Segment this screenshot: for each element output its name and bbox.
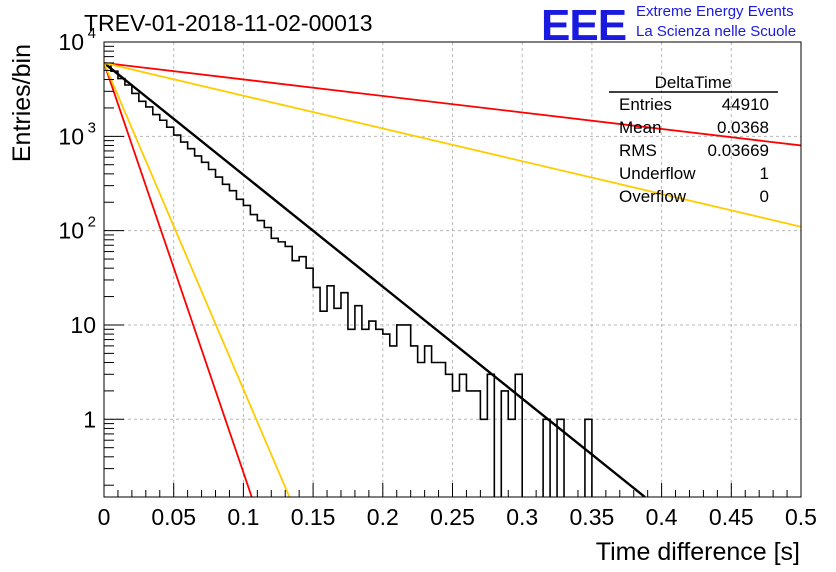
y-tick-label: 10	[70, 312, 96, 338]
y-tick-label: 1	[83, 406, 96, 432]
stats-box: DeltaTime Entries 44910 Mean 0.0368 RMS 0.036…	[609, 73, 778, 206]
plot-title: TREV-01-2018-11-02-00013	[84, 10, 373, 36]
x-tick-label: 0.35	[570, 504, 615, 530]
x-tick-label: 0	[98, 504, 111, 530]
series-line-2	[104, 62, 801, 228]
y-tick-label: 10	[58, 218, 84, 244]
y-tick-label: 10	[58, 29, 84, 55]
stats-label: Entries	[619, 95, 672, 114]
histogram-outline	[104, 63, 593, 497]
stats-value: 0	[760, 187, 769, 206]
logo-mark: EEE	[541, 1, 627, 50]
y-tick-exponent: 3	[88, 119, 96, 136]
stats-title: DeltaTime	[655, 73, 732, 92]
stats-label: Mean	[619, 118, 662, 137]
x-tick-label: 0.05	[151, 504, 196, 530]
y-axis-label: Entries/bin	[8, 44, 36, 162]
x-tick-label: 0.2	[367, 504, 399, 530]
stats-value: 44910	[722, 95, 769, 114]
logo-line-2: La Scienza nelle Scuole	[636, 23, 797, 40]
stats-label: Overflow	[619, 187, 687, 206]
x-tick-label: 0.25	[430, 504, 475, 530]
plot-area	[104, 61, 801, 497]
eee-logo: EEE	[541, 1, 627, 50]
x-tick-label: 0.5	[785, 504, 817, 530]
axes: 0 0.05 0.1 0.15 0.2 0.25 0.3 0.35 0.4 0.45 0.51101…	[58, 25, 817, 530]
x-tick-label: 0.1	[227, 504, 259, 530]
series-line-0	[104, 61, 646, 497]
x-tick-label: 0.3	[506, 504, 538, 530]
series-line-1	[104, 62, 801, 147]
y-tick-label: 10	[58, 123, 84, 149]
stats-value: 1	[760, 164, 769, 183]
x-axis-label: Time difference [s]	[596, 538, 800, 566]
x-tick-label: 0.45	[709, 504, 754, 530]
stats-label: RMS	[619, 141, 657, 160]
series-line-3	[104, 62, 253, 497]
series-line-4	[104, 62, 291, 497]
y-tick-exponent: 2	[88, 214, 96, 231]
x-tick-label: 0.15	[291, 504, 336, 530]
stats-value: 0.0368	[717, 118, 769, 137]
stats-value: 0.03669	[708, 141, 769, 160]
stats-label: Underflow	[619, 164, 696, 183]
logo-line-1: Extreme Energy Events	[636, 3, 794, 20]
x-tick-label: 0.4	[646, 504, 678, 530]
y-tick-exponent: 4	[88, 25, 96, 42]
grid-lines	[104, 41, 801, 497]
